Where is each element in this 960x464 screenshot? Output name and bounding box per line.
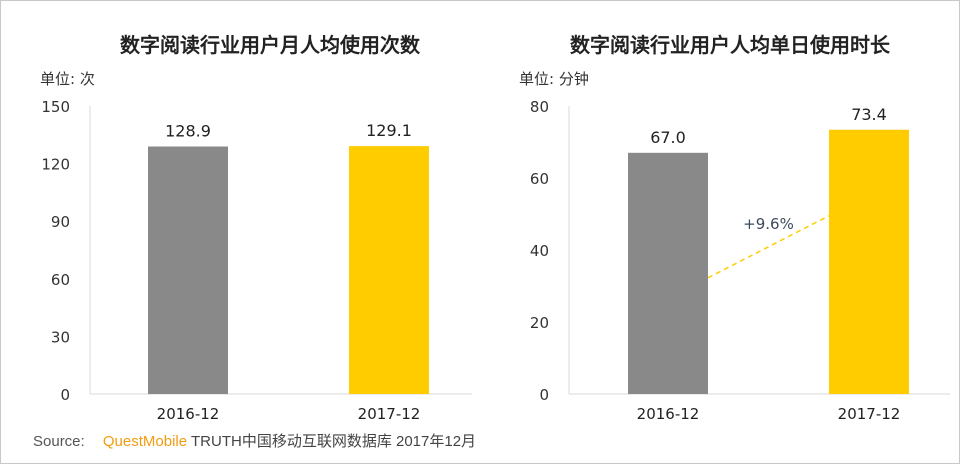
data-label: 67.0 <box>650 128 686 147</box>
y-tick-label: 40 <box>530 242 549 260</box>
y-tick-label: 60 <box>530 170 549 188</box>
chart-title: 数字阅读行业用户人均单日使用时长 <box>570 33 891 57</box>
x-tick-label: 2016-12 <box>637 405 700 423</box>
data-label: 129.1 <box>366 121 412 140</box>
source-label: Source: <box>33 433 85 450</box>
bar-2016-12 <box>148 146 228 394</box>
y-tick-label: 20 <box>530 314 549 332</box>
x-tick-label: 2017-12 <box>838 405 901 423</box>
source-text: TRUTH中国移动互联网数据库 2017年12月 <box>191 433 477 450</box>
bar-2017-12 <box>349 146 429 394</box>
x-tick-label: 2017-12 <box>358 405 421 423</box>
growth-dashed-line <box>707 215 830 279</box>
unit-label: 单位: 次 <box>40 70 95 88</box>
x-tick-label: 2016-12 <box>157 405 220 423</box>
y-tick-label: 60 <box>51 271 70 289</box>
bar-2016-12 <box>628 152 708 394</box>
data-label: 73.4 <box>851 105 887 124</box>
y-tick-label: 0 <box>539 386 549 404</box>
growth-label: +9.6% <box>743 215 794 233</box>
unit-label: 单位: 分钟 <box>519 70 589 88</box>
source-brand: QuestMobile <box>102 433 188 450</box>
y-tick-label: 150 <box>41 98 70 116</box>
source-note: Source: QuestMobile TRUTH中国移动互联网数据库 2017… <box>33 430 476 451</box>
data-label: 128.9 <box>165 122 211 141</box>
y-tick-label: 30 <box>51 328 70 346</box>
y-tick-label: 80 <box>530 98 549 116</box>
y-tick-label: 120 <box>41 156 70 174</box>
bar-2017-12 <box>829 129 909 394</box>
y-tick-label: 0 <box>60 386 70 404</box>
chart-title: 数字阅读行业用户月人均使用次数 <box>120 33 421 57</box>
y-tick-label: 90 <box>51 213 70 231</box>
